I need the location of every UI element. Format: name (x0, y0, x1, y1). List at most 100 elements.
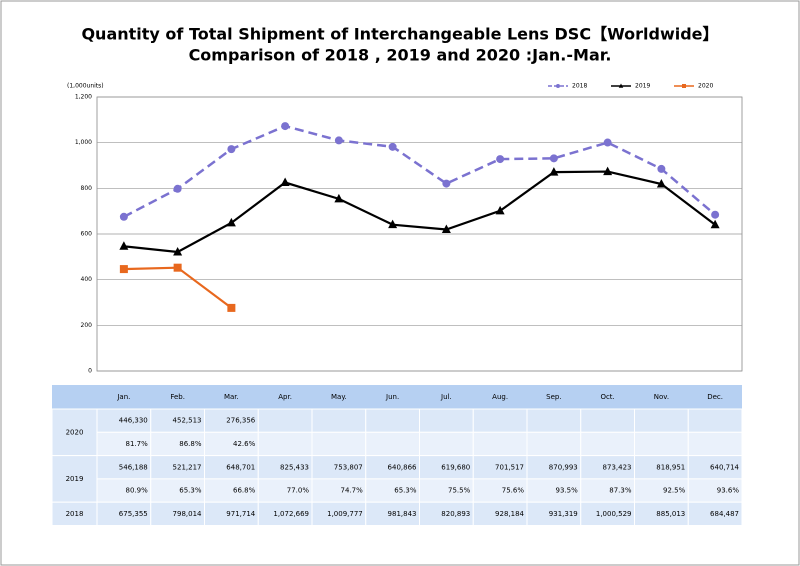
table-cell (687, 501, 743, 527)
point (495, 205, 505, 215)
y-tick-label: 200 (81, 322, 93, 329)
table-value: 1,000,529 (596, 510, 632, 518)
point (388, 142, 397, 151)
series-line (123, 170, 716, 254)
point (711, 210, 720, 219)
chart-title: Quantity of Total Shipment of Interchang… (81, 25, 718, 44)
table-value: 971,714 (226, 510, 255, 518)
table-value: 820,893 (441, 510, 470, 518)
table-header: Apr. (278, 393, 292, 401)
point (549, 167, 559, 176)
y-tick-label: 1,200 (75, 94, 92, 101)
legend-marker (556, 84, 560, 88)
table-header: Oct. (600, 393, 614, 401)
y-tick-label: 1,000 (75, 139, 92, 146)
table-cell (634, 431, 689, 457)
table-cell (311, 408, 367, 433)
legend-label: 2019 (635, 83, 650, 90)
table-cell (365, 431, 420, 457)
table-value: 75.5% (448, 487, 471, 495)
table-value: 701,517 (495, 463, 524, 471)
table-value: 640,714 (710, 463, 739, 471)
legend-marker (682, 84, 686, 88)
table-cell (257, 431, 313, 457)
table-header: Jan. (116, 393, 130, 401)
table-value: 981,843 (388, 510, 417, 518)
table-cell (580, 431, 635, 457)
table-value: 619,680 (441, 463, 470, 471)
point (549, 154, 558, 163)
table-value: 81.7% (126, 440, 149, 448)
table-value: 873,423 (603, 463, 632, 471)
point (119, 212, 128, 221)
table-value: 452,513 (173, 417, 202, 425)
table-value: 93.5% (556, 487, 579, 495)
table-value: 798,014 (173, 510, 202, 518)
legend-label: 2020 (698, 83, 713, 90)
table-cell (419, 408, 474, 433)
point (173, 184, 182, 193)
point (119, 241, 129, 250)
legend-label: 2018 (572, 83, 587, 90)
point (227, 303, 236, 312)
point (334, 193, 344, 203)
y-tick-label: 400 (81, 276, 93, 283)
table-cell (580, 408, 635, 433)
point (226, 217, 236, 227)
table-value: 74.7% (341, 487, 364, 495)
table-value: 753,807 (334, 463, 363, 471)
point (173, 246, 183, 256)
table-value: 1,072,669 (273, 510, 309, 518)
table-value: 521,217 (173, 463, 202, 471)
point (388, 219, 398, 229)
table-value: 825,433 (280, 463, 309, 471)
table-header: Sep. (546, 393, 561, 401)
table-value: 92.5% (663, 487, 686, 495)
table-value: 818,951 (656, 463, 685, 471)
y-tick-label: 600 (81, 231, 93, 238)
y-tick-label: 0 (88, 368, 92, 375)
table-header: Jul. (440, 393, 452, 401)
table-header: Jun. (385, 393, 399, 401)
row-label: 2018 (66, 510, 84, 518)
table-value: 65.3% (179, 487, 202, 495)
table-value: 684,487 (710, 510, 739, 518)
point (442, 179, 451, 188)
point (281, 122, 290, 131)
table-value: 93.6% (717, 487, 740, 495)
table-cell (257, 408, 313, 433)
table-value: 870,993 (549, 463, 578, 471)
point (656, 179, 666, 188)
table-value: 640,866 (388, 463, 417, 471)
row-label: 2020 (66, 428, 84, 436)
point (603, 166, 613, 176)
row-label: 2019 (66, 475, 84, 483)
table-header: Dec. (707, 393, 723, 401)
table-cell (419, 431, 474, 457)
table-cell (526, 408, 582, 433)
point (657, 164, 666, 173)
table-header-bg (52, 385, 742, 409)
point (173, 263, 182, 272)
table-value: 42.6% (233, 440, 256, 448)
table-value: 446,330 (119, 417, 148, 425)
table-header: Mar. (224, 393, 239, 401)
point (334, 136, 343, 145)
table-value: 675,355 (119, 510, 148, 518)
table-header: Feb. (170, 393, 185, 401)
table-value: 885,013 (656, 510, 685, 518)
point (227, 145, 236, 154)
table-value: 66.8% (233, 487, 256, 495)
series-line (123, 124, 716, 218)
table-value: 77.0% (287, 487, 310, 495)
y-axis-label: (1,000units) (67, 83, 104, 90)
table-cell (687, 408, 743, 433)
point (603, 138, 612, 147)
table-value: 1,009,777 (327, 510, 363, 518)
table-header: Aug. (492, 393, 508, 401)
table-cell (472, 408, 528, 433)
table-value: 86.8% (179, 440, 202, 448)
table-value: 87.3% (609, 487, 632, 495)
